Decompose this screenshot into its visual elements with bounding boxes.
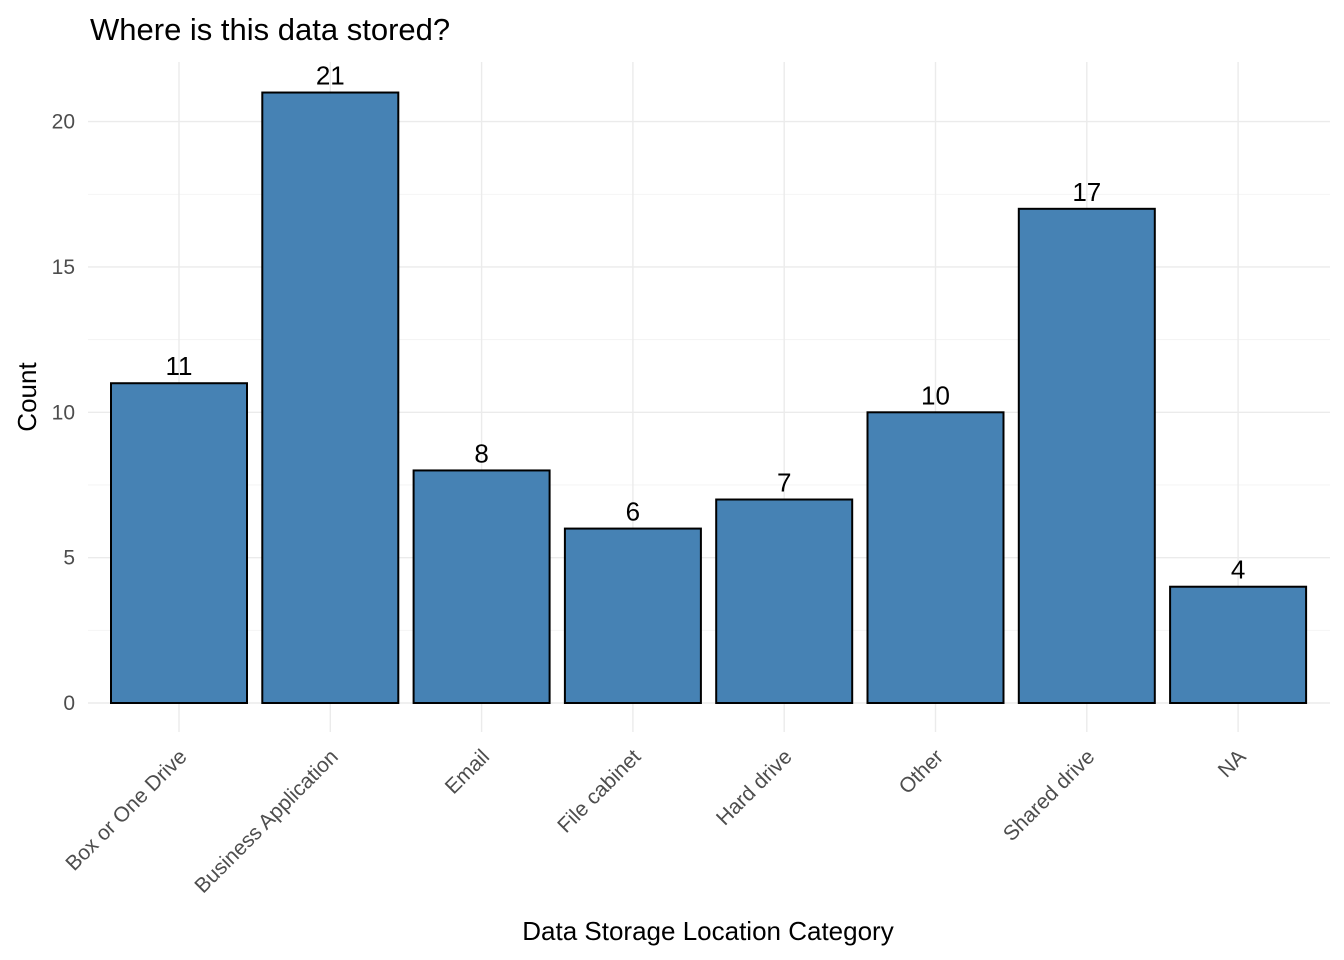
data-label: 17 <box>1072 177 1101 207</box>
bar <box>1017 207 1156 704</box>
x-tick-label: File cabinet <box>553 745 645 837</box>
x-axis-title: Data Storage Location Category <box>522 916 893 946</box>
y-axis-ticks: 0 5 10 15 20 <box>52 111 75 715</box>
y-tick-label: 0 <box>63 692 75 715</box>
y-tick-label: 15 <box>52 256 75 279</box>
bar <box>866 411 1005 704</box>
x-tick-label: Box or One Drive <box>61 745 191 875</box>
x-tick-label: Email <box>441 745 494 798</box>
x-tick-label: Other <box>895 745 948 798</box>
bar <box>110 382 248 704</box>
y-tick-label: 10 <box>52 401 75 424</box>
data-label: 4 <box>1231 555 1245 585</box>
y-tick-label: 5 <box>63 547 75 570</box>
x-tick-label: Shared drive <box>999 745 1099 845</box>
data-label: 10 <box>921 380 950 410</box>
bar <box>261 91 400 704</box>
data-label: 7 <box>777 468 791 498</box>
bar <box>1169 585 1308 704</box>
data-label: 21 <box>316 61 345 91</box>
x-tick-label: NA <box>1214 745 1251 782</box>
x-tick-label: Business Application <box>190 745 342 897</box>
data-label: 11 <box>166 351 193 381</box>
bar <box>715 498 854 705</box>
bar <box>412 469 551 704</box>
data-labels: 11 21 8 6 7 10 17 4 <box>166 61 1246 585</box>
x-tick-label: Hard drive <box>712 745 797 830</box>
chart-title: Where is this data stored? <box>90 12 450 47</box>
data-label: 8 <box>474 438 488 468</box>
data-label: 6 <box>626 497 640 527</box>
y-tick-label: 20 <box>52 111 75 134</box>
y-axis-title: Count <box>12 362 42 432</box>
bar <box>563 527 702 705</box>
bars <box>110 91 1308 705</box>
